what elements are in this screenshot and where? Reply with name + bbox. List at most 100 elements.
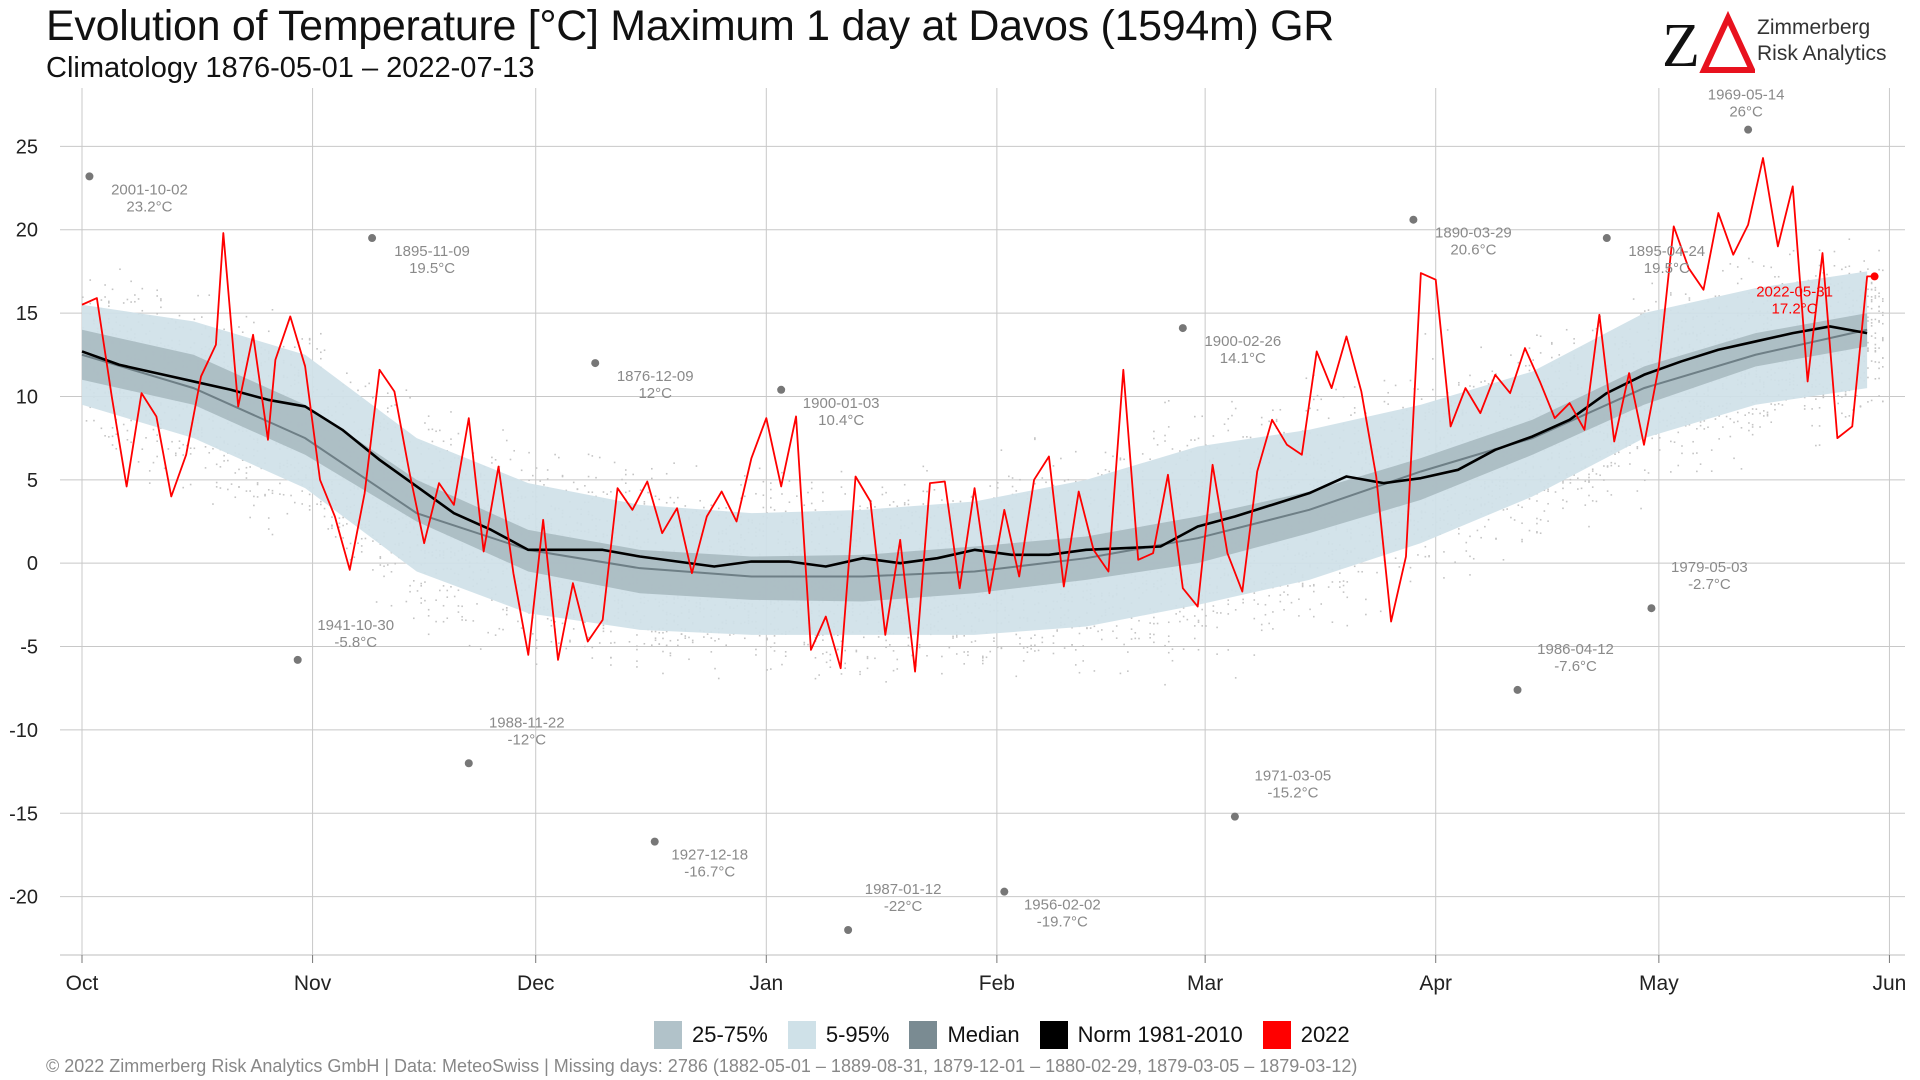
historical-value-dot: [941, 672, 943, 675]
historical-value-dot: [182, 443, 185, 446]
historical-value-dot: [197, 294, 199, 297]
historical-value-dot: [636, 634, 638, 636]
historical-value-dot: [193, 447, 196, 450]
historical-value-dot: [1052, 635, 1055, 637]
historical-value-dot: [193, 318, 196, 321]
historical-value-dot: [1000, 449, 1003, 451]
historical-value-dot: [903, 483, 906, 486]
historical-value-dot: [160, 299, 162, 302]
historical-value-dot: [677, 644, 679, 647]
historical-value-dot: [933, 489, 936, 491]
historical-value-dot: [182, 454, 185, 456]
historical-value-dot: [624, 469, 627, 471]
historical-value-dot: [922, 503, 925, 505]
historical-value-dot: [558, 456, 560, 459]
historical-value-dot: [1220, 612, 1222, 614]
historical-value-dot: [1179, 450, 1181, 452]
historical-value-dot: [104, 284, 106, 286]
historical-value-dot: [1279, 408, 1282, 411]
historical-value-dot: [282, 493, 285, 496]
logo-text-line-2: Risk Analytics: [1757, 42, 1887, 65]
historical-value-dot: [803, 643, 806, 646]
historical-value-dot: [1171, 659, 1174, 662]
historical-value-dot: [439, 429, 441, 432]
historical-value-dot: [420, 582, 423, 585]
historical-value-dot: [360, 537, 363, 540]
chart-subtitle: Climatology 1876-05-01 – 2022-07-13: [46, 52, 535, 84]
historical-value-dot: [189, 483, 192, 486]
historical-value-dot: [357, 389, 359, 392]
historical-value-dot: [710, 637, 713, 639]
historical-value-dot: [825, 661, 828, 664]
historical-value-dot: [602, 630, 605, 633]
historical-value-dot: [450, 443, 452, 446]
historical-value-dot: [874, 657, 876, 660]
historical-value-dot: [223, 328, 225, 331]
historical-value-dot: [386, 392, 389, 395]
historical-value-dot: [788, 480, 791, 482]
historical-value-dot: [892, 650, 895, 652]
historical-value-dot: [342, 524, 344, 527]
historical-value-dot: [1030, 648, 1032, 650]
historical-value-dot: [1197, 437, 1200, 440]
historical-value-dot: [725, 507, 727, 509]
historical-value-dot: [1041, 477, 1044, 479]
historical-value-dot: [598, 456, 601, 459]
historical-value-dot: [256, 496, 259, 498]
historical-value-dot: [279, 493, 281, 495]
historical-value-dot: [1316, 409, 1319, 411]
historical-value-dot: [1123, 458, 1125, 461]
historical-value-dot: [115, 447, 118, 450]
historical-value-dot: [955, 634, 958, 636]
historical-value-dot: [539, 480, 542, 482]
historical-value-dot: [610, 630, 612, 633]
historical-value-dot: [1283, 591, 1285, 593]
historical-value-dot: [844, 649, 846, 652]
historical-value-dot: [844, 662, 846, 665]
historical-value-dot: [349, 542, 352, 545]
historical-value-dot: [89, 406, 92, 409]
historical-value-dot: [598, 642, 601, 644]
historical-value-dot: [1212, 610, 1215, 613]
historical-value-dot: [1052, 652, 1055, 655]
historical-value-dot: [1153, 430, 1155, 433]
historical-value-dot: [1227, 649, 1230, 651]
historical-value-dot: [349, 558, 352, 561]
historical-value-dot: [941, 655, 943, 658]
historical-value-dot: [996, 646, 999, 649]
historical-value-dot: [773, 509, 776, 511]
historical-value-dot: [554, 453, 556, 456]
historical-value-dot: [108, 305, 110, 307]
historical-value-dot: [714, 667, 716, 670]
historical-value-dot: [1342, 580, 1345, 582]
historical-value-dot: [171, 440, 173, 443]
historical-value-dot: [1082, 660, 1085, 662]
historical-value-dot: [1339, 586, 1341, 588]
historical-value-dot: [1190, 439, 1192, 441]
historical-value-dot: [550, 619, 553, 622]
historical-value-dot: [308, 509, 311, 511]
historical-value-dot: [156, 455, 158, 458]
historical-value-dot: [993, 637, 995, 639]
historical-value-dot: [970, 495, 973, 498]
historical-value-dot: [256, 482, 259, 484]
historical-value-dot: [758, 467, 761, 470]
historical-value-dot: [628, 490, 631, 492]
historical-value-dot: [431, 440, 434, 443]
historical-value-dot: [788, 501, 791, 504]
historical-value-dot: [1153, 616, 1155, 619]
historical-value-dot: [1216, 612, 1218, 614]
historical-value-dot: [1223, 423, 1226, 426]
historical-value-dot: [1201, 608, 1204, 611]
historical-value-dot: [1365, 598, 1367, 601]
historical-value-dot: [520, 627, 523, 629]
historical-value-dot: [1246, 436, 1248, 438]
historical-value-dot: [379, 564, 382, 566]
historical-value-dot: [249, 516, 251, 519]
historical-value-dot: [505, 607, 508, 609]
historical-value-dot: [412, 580, 415, 582]
historical-value-dot: [487, 631, 489, 634]
historical-value-dot: [156, 312, 158, 315]
historical-value-dot: [122, 423, 125, 426]
historical-value-dot: [472, 620, 475, 622]
